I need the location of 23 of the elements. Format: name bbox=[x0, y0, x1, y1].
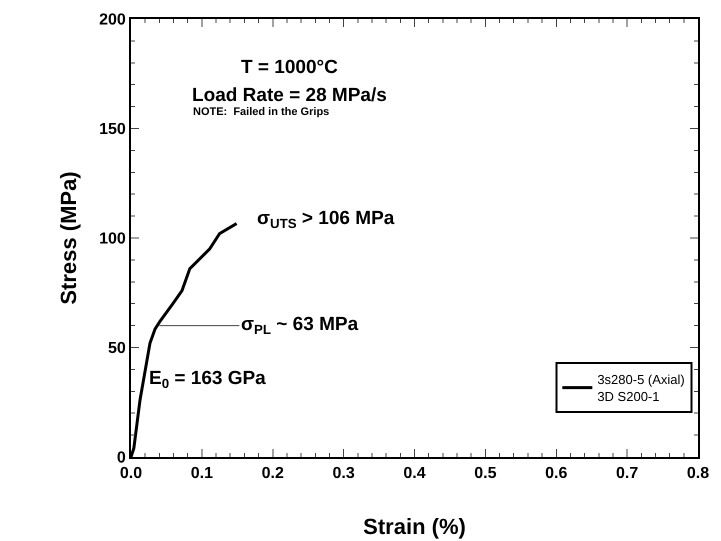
x-tick-label: 0.2 bbox=[262, 465, 284, 482]
x-tick-label: 0.0 bbox=[120, 465, 142, 482]
x-tick-label: 0.6 bbox=[545, 465, 568, 482]
x-tick-label: 0.1 bbox=[190, 465, 214, 482]
x-tick-label: 0.5 bbox=[474, 465, 497, 482]
annotation: T = 1000°C bbox=[241, 57, 338, 78]
x-tick-label: 0.8 bbox=[686, 465, 710, 482]
x-tick-label: 0.4 bbox=[403, 465, 426, 482]
y-tick-label: 150 bbox=[99, 121, 126, 138]
annotation: E$_{0}$ = 163 GPa bbox=[149, 368, 266, 391]
x-tick-label: 0.3 bbox=[332, 465, 355, 482]
annotation: σ$_{PL}$ ~ 63 MPa bbox=[241, 314, 359, 337]
legend-label: 3s280-5 (Axial) 3D S200-1 bbox=[597, 372, 685, 404]
annotation: Load Rate = 28 MPa/s bbox=[192, 85, 387, 106]
annotation: NOTE: Failed in the Grips bbox=[193, 106, 330, 118]
y-tick-label: 0 bbox=[116, 450, 126, 467]
y-tick-label: 100 bbox=[99, 230, 126, 248]
annotation: σ$_{UTS}$ > 106 MPa bbox=[257, 208, 395, 231]
x-tick-label: 0.7 bbox=[616, 465, 638, 482]
y-tick-label: 50 bbox=[108, 340, 126, 358]
y-tick-label: 200 bbox=[99, 12, 126, 29]
x-axis-title: Strain (%) bbox=[363, 514, 466, 539]
y-axis-title: Stress (MPa) bbox=[56, 171, 81, 305]
